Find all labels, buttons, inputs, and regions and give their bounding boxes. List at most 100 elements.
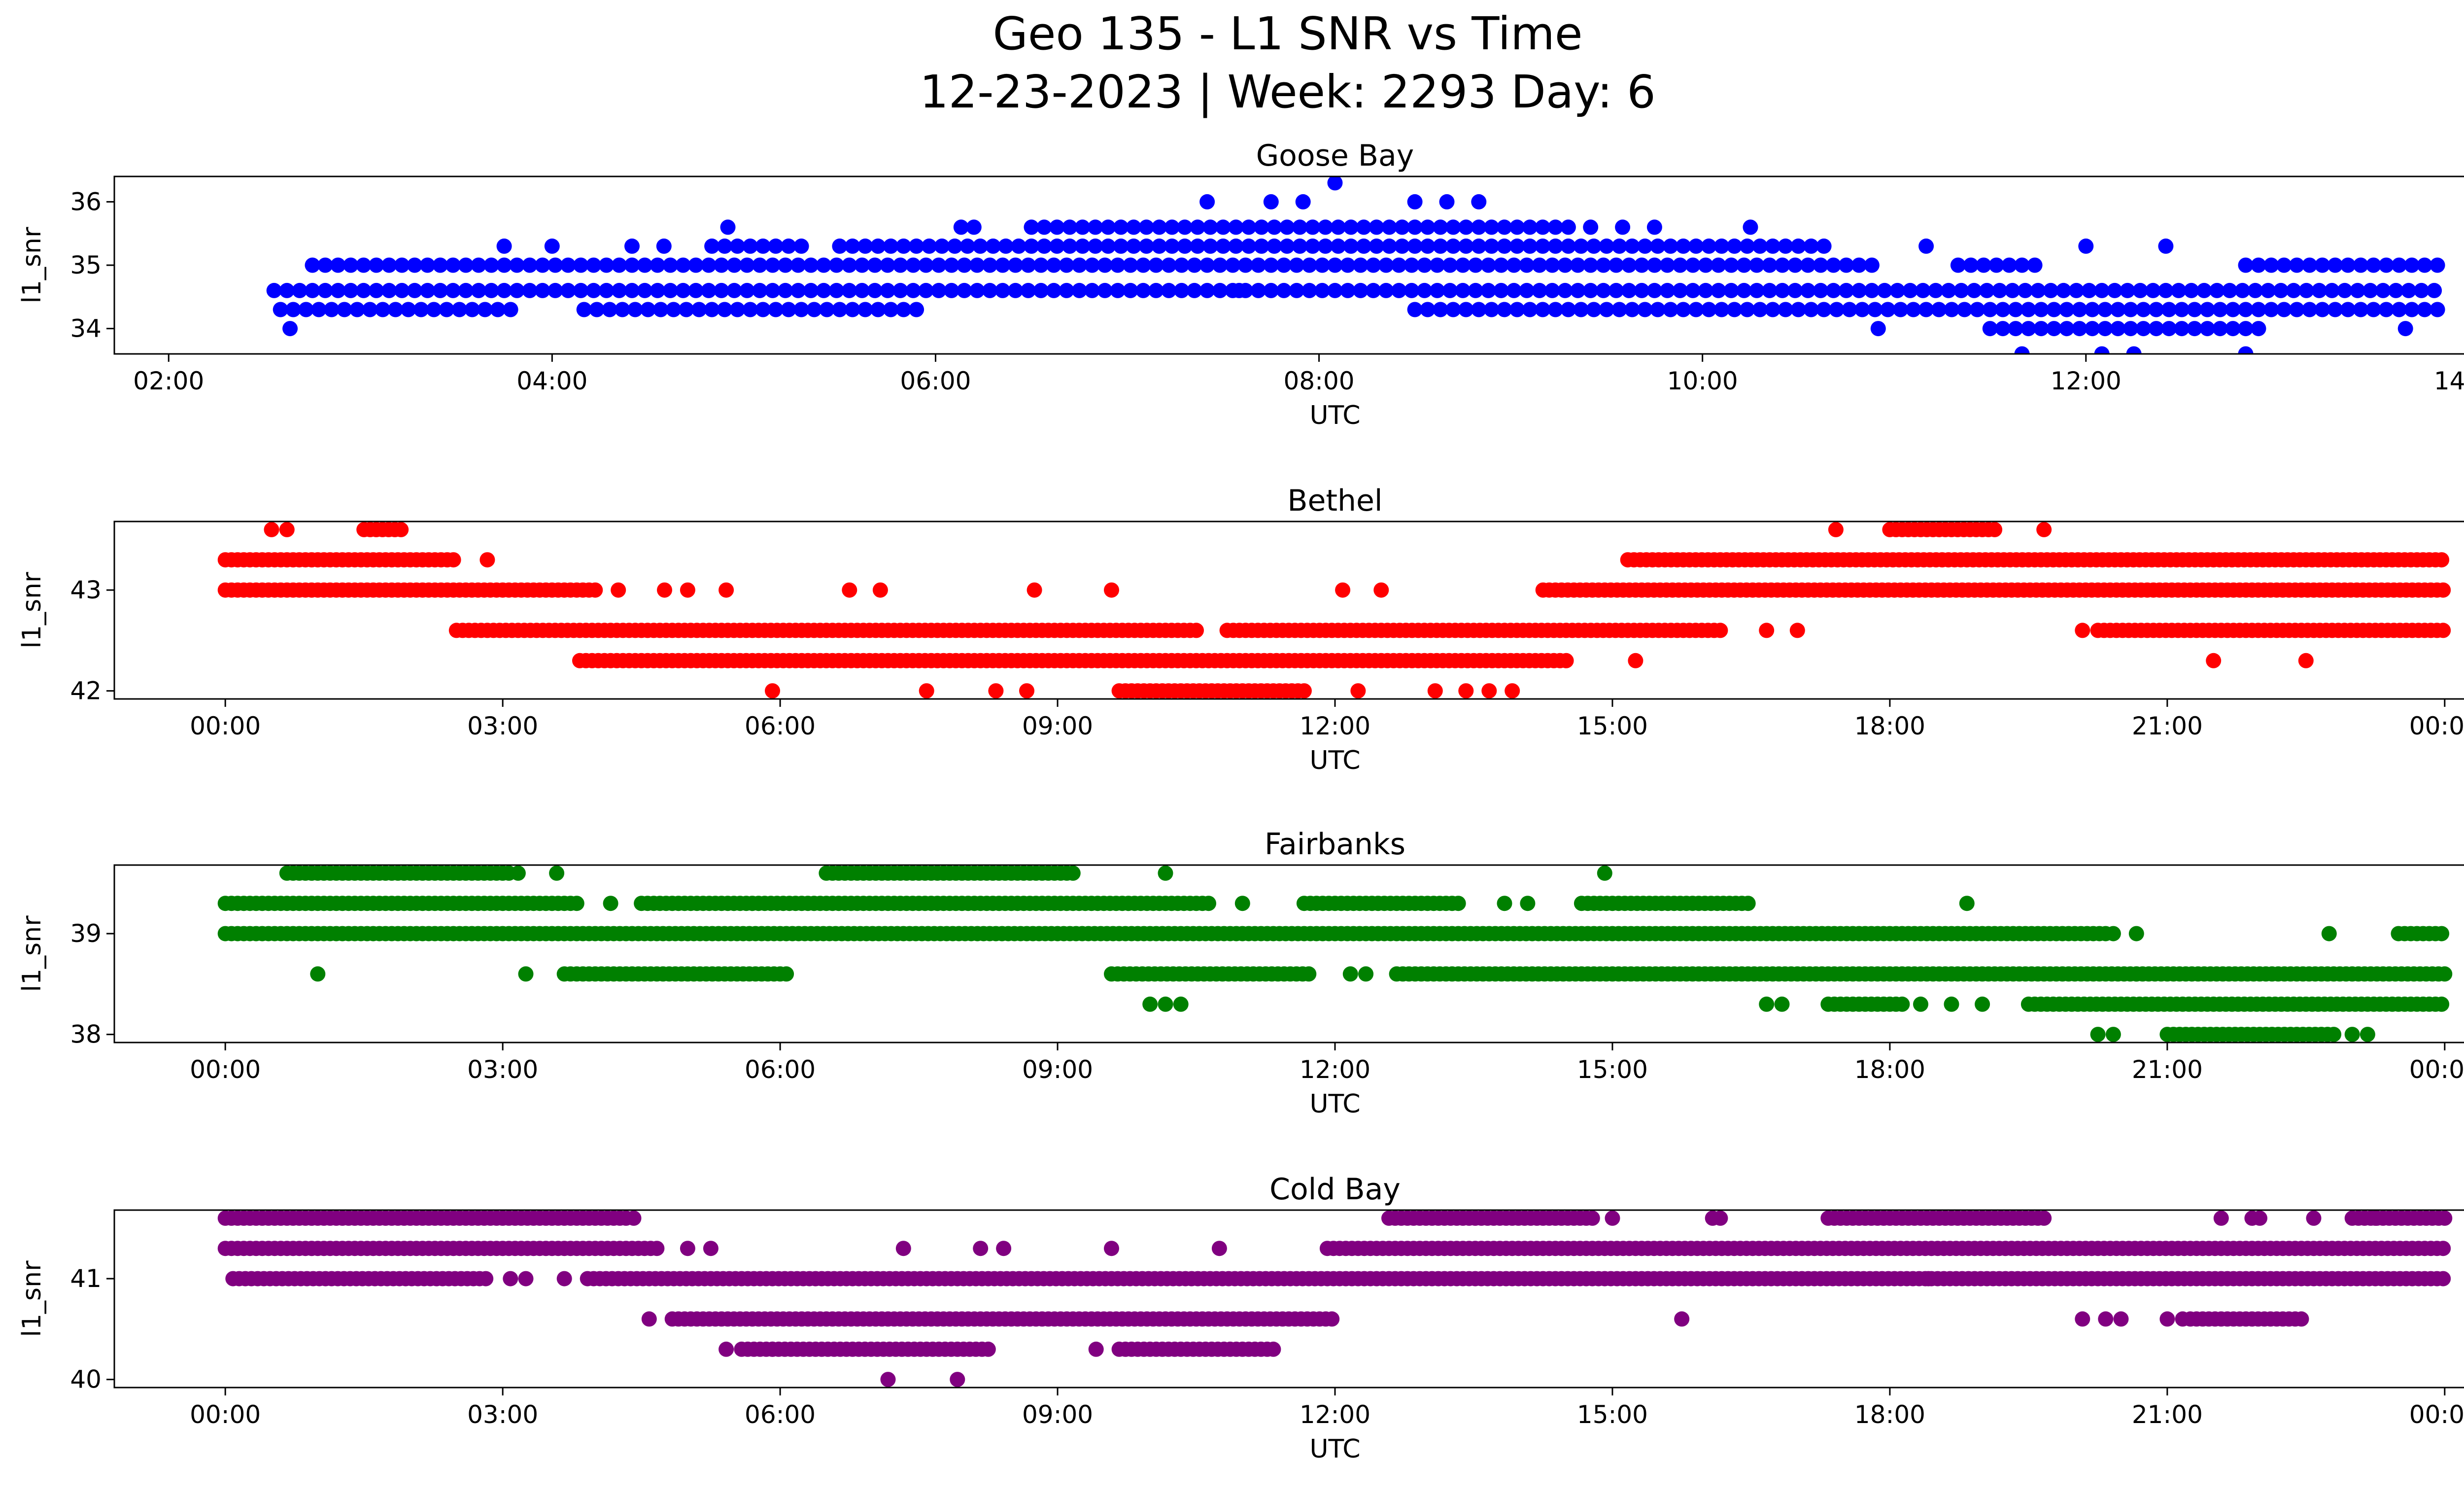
data-point [2315,302,2330,317]
data-point [995,257,1011,273]
data-point [1199,194,1215,209]
data-point [1126,238,1141,254]
data-point [518,966,534,982]
data-point [2094,346,2110,354]
data-point [1928,282,1944,298]
data-point [1211,1241,1227,1256]
data-point [2437,966,2453,982]
data-point [2123,321,2139,337]
data-point [1381,238,1397,254]
data-point [1126,219,1141,235]
figure-title: Geo 135 - L1 SNR vs Time 12-23-2023 | We… [0,5,2464,121]
data-point [1033,257,1049,273]
data-point [2036,522,2052,537]
data-point [1736,257,1752,273]
data-point [2388,282,2404,298]
x-tick-label: 06:00 [745,712,816,740]
data-point [2365,302,2381,317]
data-point [781,302,796,317]
data-point [2293,1311,2309,1327]
data-point [548,282,563,298]
data-point [445,282,461,298]
data-point [2263,302,2279,317]
data-point [2251,321,2266,337]
data-point [611,582,626,598]
data-point [1953,282,1969,298]
panel-bethel: Bethel 00:00 03:00 06:00 09:00 12:00 15:00 18:0… [17,484,2464,775]
data-point [1650,302,1666,317]
data-point [1433,238,1448,254]
data-point [2435,1271,2451,1286]
data-point [726,282,742,298]
data-point [1123,257,1138,273]
data-point [1215,238,1231,254]
data-point [653,302,669,317]
data-point [1254,219,1269,235]
data-point [944,282,959,298]
data-point [1225,257,1240,273]
data-point [1266,1341,1281,1357]
data-point [2094,282,2110,298]
data-point [1506,257,1522,273]
data-point [1676,302,1691,317]
data-point [1439,194,1455,209]
data-point [739,282,755,298]
data-point [1471,302,1487,317]
data-point [509,282,525,298]
data-point [2327,257,2343,273]
data-point [752,257,768,273]
data-point [896,302,912,317]
data-point [1158,865,1173,881]
data-point [1100,219,1116,235]
data-point [2128,926,2144,941]
data-point [1982,302,1998,317]
data-point [2110,302,2126,317]
data-point [1468,282,1483,298]
x-tick-label: 21:00 [2132,1055,2203,1084]
data-point [1789,623,1805,638]
data-point [2302,257,2318,273]
data-point [1851,257,1867,273]
data-point [1301,282,1317,298]
x-tick-label: 08:00 [1284,367,1355,395]
data-point [2187,321,2202,337]
data-point [603,896,618,911]
data-point [337,302,352,317]
plot-frame [113,1209,2464,1389]
data-point [1241,238,1257,254]
data-point [445,257,461,273]
data-point [909,238,924,254]
data-point [1902,282,1918,298]
data-point [1024,238,1039,254]
data-point [1263,194,1279,209]
data-point [854,257,870,273]
x-tick-label: 09:00 [1022,712,1093,740]
data-point [1988,257,2004,273]
data-point [2435,582,2451,598]
series-points [266,176,2445,354]
data-point [311,302,327,317]
data-point [2075,1311,2090,1327]
data-point [381,282,397,298]
data-point [2434,996,2450,1012]
data-point [2113,1311,2129,1327]
data-point [857,238,873,254]
data-point [2311,282,2327,298]
data-point [573,257,589,273]
data-point [1420,238,1436,254]
data-point [1646,257,1662,273]
data-point [1062,238,1078,254]
data-point [2435,1241,2451,1256]
data-point [1046,257,1061,273]
data-point [1586,302,1602,317]
data-point [464,302,480,317]
data-point [1097,282,1113,298]
data-point [1712,623,1728,638]
data-point [1506,282,1522,298]
data-point [662,282,678,298]
data-point [1071,257,1087,273]
data-point [1522,302,1538,317]
data-point [1008,257,1024,273]
data-point [2136,302,2151,317]
